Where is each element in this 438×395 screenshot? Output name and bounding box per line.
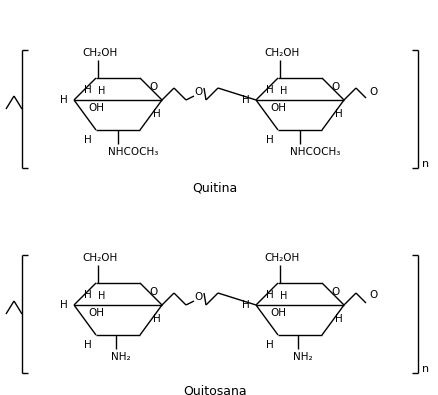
Text: NHCOCH₃: NHCOCH₃ xyxy=(108,147,158,157)
Text: OH: OH xyxy=(269,308,285,318)
Text: H: H xyxy=(153,314,160,324)
Text: H: H xyxy=(60,95,68,105)
Text: H: H xyxy=(84,340,92,350)
Text: O: O xyxy=(194,292,203,302)
Text: O: O xyxy=(369,290,377,300)
Text: O: O xyxy=(149,82,158,92)
Text: H: H xyxy=(280,86,287,96)
Text: CH₂OH: CH₂OH xyxy=(82,48,117,58)
Text: O: O xyxy=(369,87,377,97)
Text: NHCOCH₃: NHCOCH₃ xyxy=(289,147,339,157)
Text: OH: OH xyxy=(88,103,104,113)
Text: H: H xyxy=(265,340,273,350)
Text: CH₂OH: CH₂OH xyxy=(82,253,117,263)
Text: O: O xyxy=(149,287,158,297)
Text: O: O xyxy=(331,82,339,92)
Text: O: O xyxy=(194,87,203,97)
Text: H: H xyxy=(265,290,273,300)
Text: H: H xyxy=(84,290,92,300)
Text: NH₂: NH₂ xyxy=(293,352,312,362)
Text: H: H xyxy=(153,109,160,119)
Text: H: H xyxy=(242,95,249,105)
Text: Quitina: Quitina xyxy=(192,181,237,194)
Text: H: H xyxy=(280,291,287,301)
Text: Quitosana: Quitosana xyxy=(183,384,246,395)
Text: H: H xyxy=(84,135,92,145)
Text: H: H xyxy=(84,85,92,95)
Text: NH₂: NH₂ xyxy=(111,352,131,362)
Text: H: H xyxy=(242,300,249,310)
Text: n: n xyxy=(421,159,429,169)
Text: H: H xyxy=(98,291,106,301)
Text: H: H xyxy=(334,314,342,324)
Text: CH₂OH: CH₂OH xyxy=(264,48,299,58)
Text: H: H xyxy=(60,300,68,310)
Text: OH: OH xyxy=(88,308,104,318)
Text: H: H xyxy=(334,109,342,119)
Text: H: H xyxy=(265,135,273,145)
Text: OH: OH xyxy=(269,103,285,113)
Text: H: H xyxy=(98,86,106,96)
Text: O: O xyxy=(331,287,339,297)
Text: H: H xyxy=(265,85,273,95)
Text: n: n xyxy=(421,364,429,374)
Text: CH₂OH: CH₂OH xyxy=(264,253,299,263)
